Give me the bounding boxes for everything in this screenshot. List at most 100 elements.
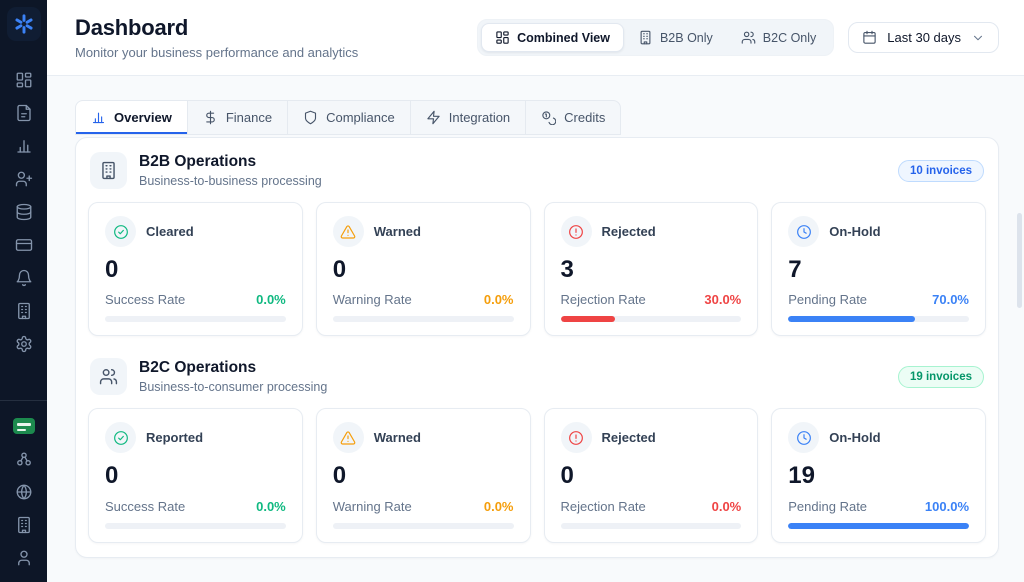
stat-card-b2c-operations-warned: Warned 0 Warning Rate 0.0%	[315, 408, 531, 543]
view-toggle-b2b-only[interactable]: B2B Only	[624, 23, 727, 52]
sidebar-item-globe[interactable]	[0, 475, 47, 508]
sidebar-item-dashboard[interactable]	[0, 63, 47, 96]
header-controls: Combined View B2B Only B2C Only Last 30 da…	[477, 19, 999, 56]
stat-card-header: Cleared	[105, 216, 286, 247]
progress-track	[105, 522, 286, 529]
clock-icon	[796, 430, 812, 446]
section-subtitle: Business-to-business processing	[139, 174, 322, 188]
rate-label: Success Rate	[105, 292, 186, 308]
stat-card-header: Warned	[332, 216, 514, 247]
credit-card-icon	[15, 236, 33, 254]
building-icon	[15, 516, 33, 534]
stat-value: 0	[105, 256, 119, 283]
scrollbar-thumb[interactable]	[1017, 213, 1022, 308]
calendar-icon	[862, 30, 877, 45]
rate-label: Rejection Rate	[560, 292, 646, 308]
stat-icon-circle	[105, 216, 136, 247]
view-toggle-combined-view[interactable]: Combined View	[481, 23, 624, 52]
rate-label: Rejection Rate	[560, 498, 646, 514]
building-icon	[638, 30, 653, 45]
tab-credits[interactable]: Credits	[525, 100, 622, 135]
stat-value: 3	[560, 256, 574, 283]
chevron-down-icon	[971, 31, 985, 45]
stat-value: 0	[560, 462, 574, 490]
section-title: B2C Operations	[139, 359, 257, 377]
stat-value: 7	[788, 256, 802, 283]
view-toggle-label: Combined View	[517, 30, 610, 45]
invoice-count-badge: 10 invoices	[897, 159, 984, 182]
page-title: Dashboard	[75, 15, 189, 40]
tab-finance[interactable]: Finance	[186, 100, 289, 135]
progress-fill	[788, 522, 969, 529]
clock-icon	[796, 224, 812, 240]
sidebar-item-add-user[interactable]	[0, 162, 47, 195]
tab-label: Overview	[114, 110, 172, 125]
content-area: Overview Finance Compliance Integration Cred…	[47, 76, 1024, 582]
page-heading: Dashboard Monitor your business performa…	[75, 15, 358, 60]
sidebar-item-network[interactable]	[0, 442, 47, 475]
rate-value: 0.0%	[711, 498, 742, 514]
sidebar-item-billing[interactable]	[0, 228, 47, 261]
stat-card-header: Warned	[332, 422, 514, 454]
rate-row: Warning Rate 0.0%	[333, 292, 514, 307]
progress-track	[560, 316, 742, 323]
stat-card-b2b-operations-warned: Warned 0 Warning Rate 0.0%	[315, 202, 531, 337]
stat-card-b2b-operations-rejected: Rejected 3 Rejection Rate 30.0%	[543, 202, 759, 337]
stat-card-header: Rejected	[560, 422, 742, 454]
progress-fill	[560, 316, 615, 323]
sidebar-item-notifications[interactable]	[0, 261, 47, 294]
stat-label: Warned	[373, 224, 421, 239]
rate-row: Rejection Rate 0.0%	[561, 499, 742, 514]
date-range-label: Last 30 days	[887, 30, 961, 45]
sidebar-item-company[interactable]	[0, 508, 47, 541]
alert-circle-icon	[568, 430, 584, 446]
stat-card-header: On-Hold	[788, 422, 969, 454]
stat-label: On-Hold	[829, 430, 881, 446]
sidebar-item-database[interactable]	[0, 195, 47, 228]
sidebar	[0, 0, 47, 582]
stat-card-header: Rejected	[560, 216, 742, 247]
stat-value: 0	[332, 256, 347, 283]
progress-track	[105, 316, 286, 323]
alert-circle-icon	[568, 224, 584, 240]
dashboard-grid-icon	[15, 71, 33, 89]
user-plus-icon	[15, 170, 33, 188]
sidebar-item-settings[interactable]	[0, 327, 47, 360]
view-toggle-b2c-only[interactable]: B2C Only	[727, 23, 831, 52]
user-icon	[15, 549, 33, 567]
rate-label: Warning Rate	[332, 498, 412, 514]
rate-value: 0.0%	[256, 498, 286, 514]
stat-icon-circle	[560, 422, 592, 454]
users-icon	[99, 367, 118, 386]
rate-label: Success Rate	[105, 498, 186, 514]
date-range-select[interactable]: Last 30 days	[848, 22, 999, 53]
topbar: Dashboard Monitor your business performa…	[47, 0, 1024, 76]
sidebar-item-organization[interactable]	[0, 294, 47, 327]
stat-card-b2c-operations-rejected: Rejected 0 Rejection Rate 0.0%	[543, 408, 759, 543]
sidebar-item-analytics[interactable]	[0, 129, 47, 162]
tab-overview[interactable]: Overview	[75, 100, 188, 135]
progress-track	[560, 522, 742, 529]
page-subtitle: Monitor your business performance and an…	[75, 45, 359, 60]
tab-bar: Overview Finance Compliance Integration Cred…	[75, 100, 999, 135]
stat-label: Warned	[373, 430, 421, 446]
sidebar-item-locale-flag[interactable]	[0, 409, 47, 442]
rate-row: Warning Rate 0.0%	[333, 499, 514, 514]
invoice-count-badge: 19 invoices	[897, 365, 984, 388]
stat-card-header: Reported	[105, 422, 286, 454]
stat-card-b2b-operations-on-hold: On-Hold 7 Pending Rate 70.0%	[771, 202, 986, 337]
rate-value: 70.0%	[932, 292, 969, 308]
tab-compliance[interactable]: Compliance	[287, 100, 411, 135]
rate-value: 100.0%	[924, 498, 969, 514]
stat-icon-circle	[788, 422, 820, 454]
sidebar-item-profile[interactable]	[0, 541, 47, 574]
app-logo[interactable]	[6, 7, 41, 41]
rate-value: 0.0%	[256, 292, 286, 308]
section-icon-box	[90, 358, 127, 396]
tab-label: Compliance	[326, 110, 395, 125]
stat-label: Reported	[146, 430, 204, 446]
sidebar-item-documents[interactable]	[0, 96, 47, 129]
stat-card-b2c-operations-reported: Reported 0 Success Rate 0.0%	[88, 408, 303, 543]
tab-integration[interactable]: Integration	[409, 100, 527, 135]
